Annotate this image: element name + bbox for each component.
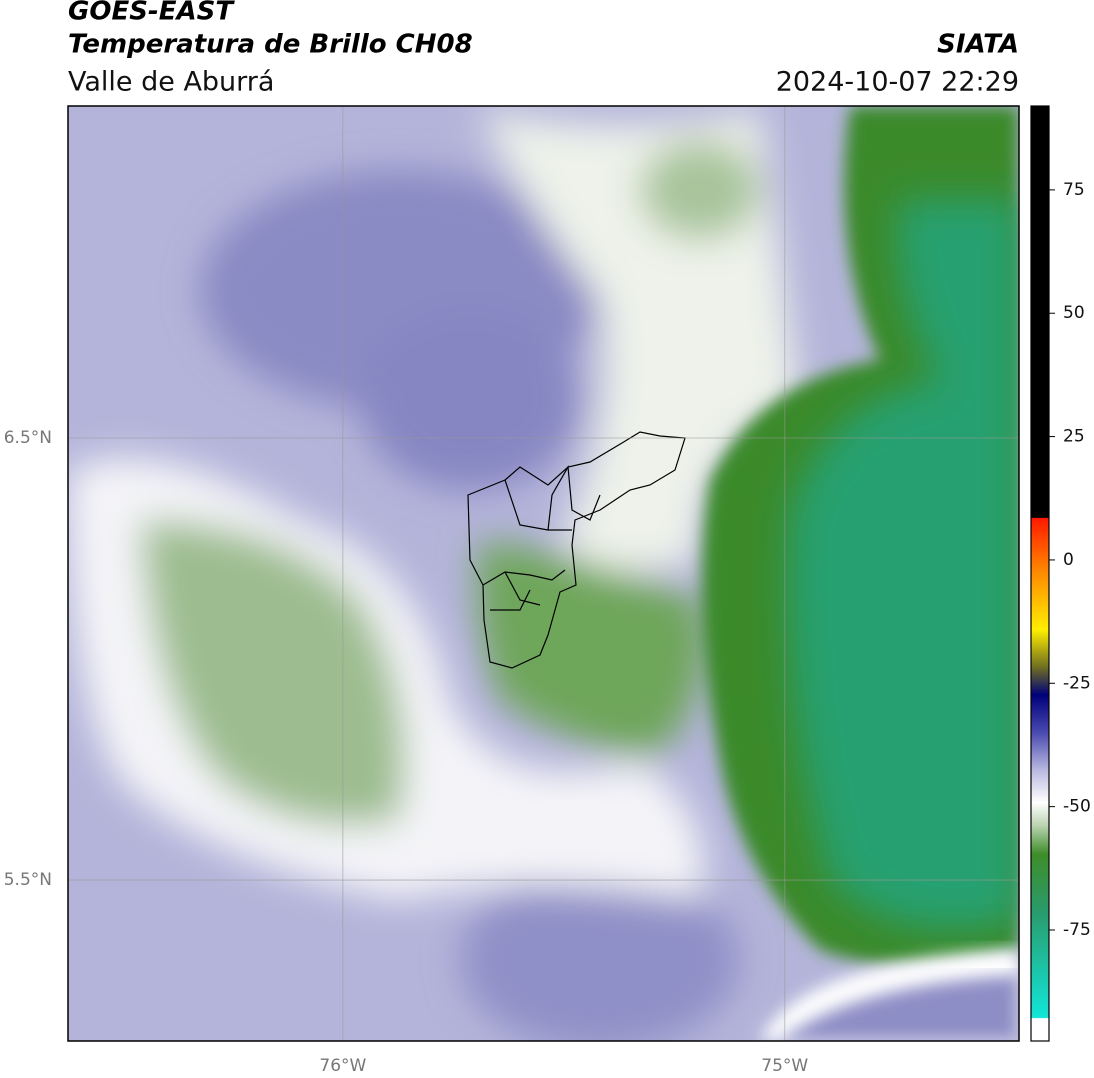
colorbar-tick-label: -75 (1063, 920, 1091, 940)
region-label: Valle de Aburrá (68, 67, 274, 98)
colorbar-tick-label: 25 (1063, 427, 1085, 447)
colorbar-tick-label: 75 (1063, 180, 1085, 200)
x-tick-label: 76°W (319, 1056, 366, 1076)
colorbar-tick-label: -50 (1063, 797, 1091, 817)
colorbar (1030, 105, 1050, 1042)
y-tick-label: 6.5°N (4, 428, 52, 448)
map-frame (67, 105, 1020, 1042)
timestamp: 2024-10-07 22:29 (776, 67, 1019, 98)
colorbar-tick-label: -25 (1063, 673, 1091, 693)
y-tick-label: 5.5°N (4, 870, 52, 890)
source-title: GOES-EAST (68, 0, 235, 27)
x-tick-label: 75°W (761, 1056, 808, 1076)
colorbar-tick-label: 50 (1063, 303, 1085, 323)
agency-label: SIATA (937, 30, 1019, 60)
colorbar-tick-label: 0 (1063, 550, 1074, 570)
valle-boundary (467, 431, 686, 669)
satellite-field (68, 106, 1019, 1041)
product-title: Temperatura de Brillo CH08 (68, 30, 473, 60)
